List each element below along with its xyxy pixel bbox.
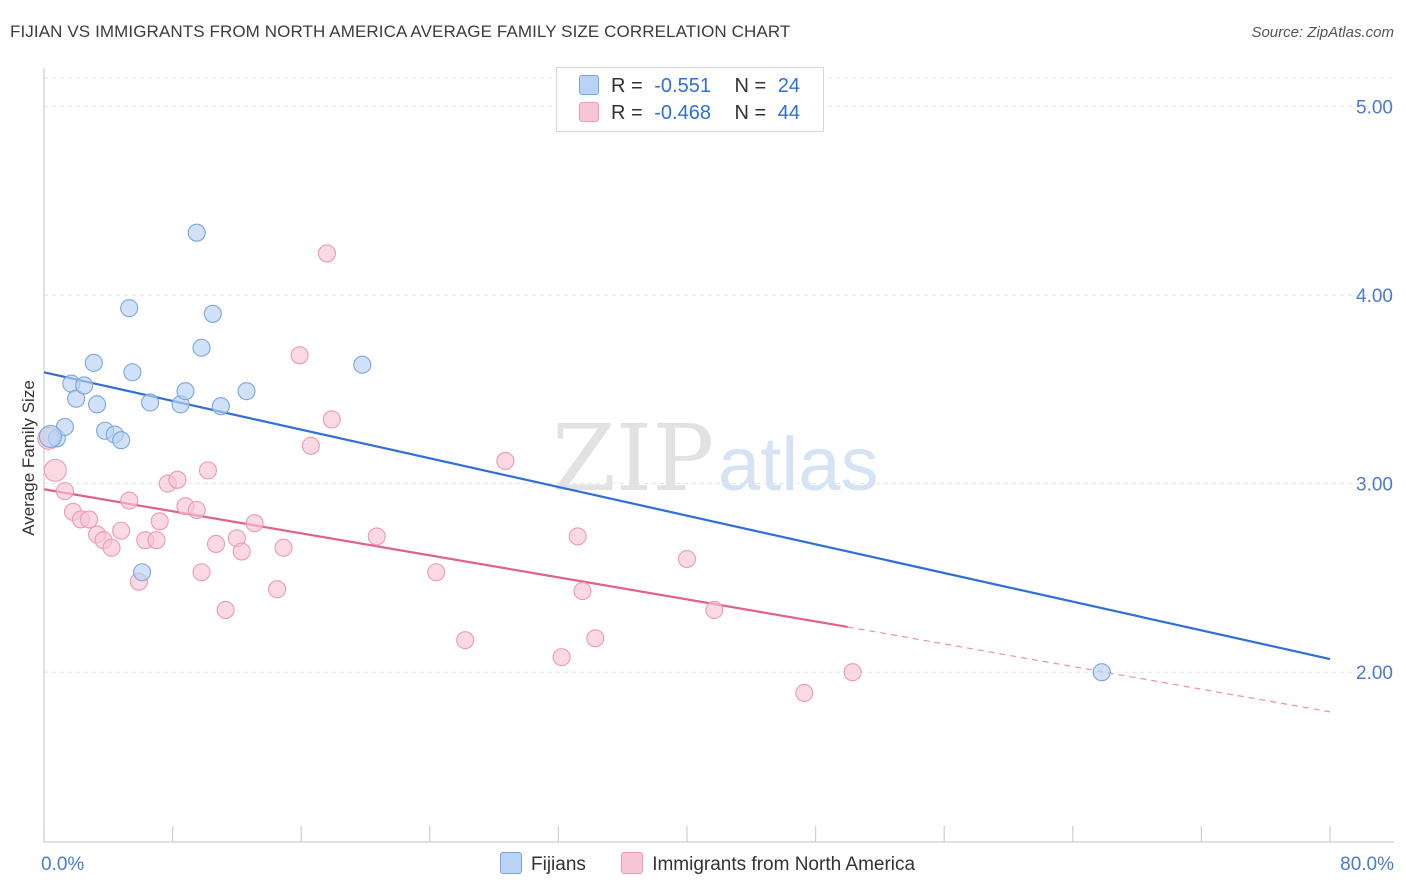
x-tick-label-min: 0.0% <box>41 854 84 875</box>
immigrants-point <box>112 521 131 540</box>
fijians-point <box>67 389 86 408</box>
fijians-r-value: -0.551 <box>654 75 711 97</box>
y-tick-label: 4.00 <box>1356 286 1393 307</box>
fijians-point <box>237 382 256 401</box>
immigrants-point <box>274 538 293 557</box>
immigrants-point <box>552 648 571 667</box>
fijians-point <box>1092 663 1111 682</box>
stats-legend: R = -0.551 N = 24 R = -0.468 N = 44 <box>556 67 824 132</box>
legend-immigrants-swatch <box>621 852 644 874</box>
legend-item-immigrants[interactable]: Immigrants from North America <box>621 852 915 876</box>
immigrants-n-value: 44 <box>777 102 801 124</box>
immigrants-point <box>120 491 139 510</box>
source-label: Source: ZipAtlas.com <box>1251 24 1394 41</box>
fijians-r-label: R = <box>611 75 643 97</box>
watermark: ZIP atlas <box>552 405 879 512</box>
immigrants-point <box>268 580 287 599</box>
fijians-point <box>353 355 372 374</box>
immigrants-point <box>216 600 235 620</box>
immigrants-point <box>322 410 341 429</box>
y-axis-label: Average Family Size <box>19 380 38 536</box>
immigrants-r-label: R = <box>611 102 643 124</box>
immigrants-point <box>427 563 446 582</box>
watermark-atlas: atlas <box>718 422 879 507</box>
legend-row-fijians: R = -0.551 N = 24 <box>579 75 800 99</box>
immigrants-point <box>150 512 169 531</box>
data-points <box>37 223 1111 703</box>
fijians-swatch <box>579 75 599 95</box>
immigrants-point <box>168 470 187 489</box>
fijians-point <box>38 424 62 448</box>
immigrants-point <box>192 563 211 582</box>
fijians-trend-line <box>43 371 1331 661</box>
legend-fijians-swatch <box>500 852 522 874</box>
immigrants-point <box>187 500 206 520</box>
axes: 2.00 3.00 4.00 5.00 0.0% 80.0% <box>41 68 1394 875</box>
y-tick-label: 3.00 <box>1356 475 1393 496</box>
immigrants-point <box>43 458 67 482</box>
legend-fijians-label: Fijians <box>531 854 586 875</box>
legend-immigrants-label: Immigrants from North America <box>652 854 916 875</box>
fijians-n-label: N = <box>734 75 767 97</box>
immigrants-point <box>456 631 475 650</box>
fijians-n-value: 24 <box>777 75 801 97</box>
immigrants-point <box>290 346 309 365</box>
immigrants-point <box>206 534 226 553</box>
legend-item-fijians[interactable]: Fijians <box>500 852 586 876</box>
immigrants-point <box>317 244 336 263</box>
fijians-point <box>187 223 206 242</box>
immigrants-point <box>147 531 166 550</box>
immigrants-swatch <box>579 102 599 122</box>
immigrants-point <box>677 549 697 569</box>
fijians-point <box>75 376 94 395</box>
fijians-point <box>120 299 139 318</box>
immigrants-point <box>102 538 121 557</box>
y-tick-label: 2.00 <box>1356 663 1393 684</box>
fijians-point <box>133 563 152 582</box>
immigrants-point <box>367 527 386 546</box>
immigrants-trend-extension <box>847 626 1331 713</box>
fijians-point <box>84 353 103 372</box>
chart-title: FIJIAN VS IMMIGRANTS FROM NORTH AMERICA … <box>10 22 791 41</box>
immigrants-point <box>843 663 862 682</box>
immigrants-n-label: N = <box>734 102 767 124</box>
immigrants-point <box>55 482 74 501</box>
immigrants-point <box>232 542 251 561</box>
immigrants-point <box>245 514 264 533</box>
immigrants-point <box>198 461 218 480</box>
legend-row-immigrants: R = -0.468 N = 44 <box>579 102 800 126</box>
fijians-point <box>203 304 222 323</box>
immigrants-point <box>586 629 605 648</box>
x-tick-label-max: 80.0% <box>1340 854 1394 875</box>
fijians-point <box>87 395 107 414</box>
immigrants-point <box>79 510 99 529</box>
fijians-point <box>141 393 160 412</box>
fijians-point <box>211 397 230 416</box>
immigrants-trend-line <box>43 488 848 629</box>
immigrants-point <box>795 683 814 703</box>
fijians-point <box>123 363 142 382</box>
immigrants-point <box>705 600 724 620</box>
y-tick-label: 5.00 <box>1356 97 1393 118</box>
fijians-point <box>192 338 211 357</box>
immigrants-point <box>573 582 592 601</box>
grid-lines <box>44 77 1394 673</box>
immigrants-point <box>496 451 515 470</box>
immigrants-r-value: -0.468 <box>654 102 711 124</box>
fijians-point <box>176 382 195 401</box>
watermark-zip: ZIP <box>552 405 714 512</box>
immigrants-point <box>301 436 320 455</box>
fijians-point <box>112 431 131 450</box>
series-legend: Fijians Immigrants from North America <box>500 852 945 876</box>
immigrants-point <box>568 527 587 546</box>
